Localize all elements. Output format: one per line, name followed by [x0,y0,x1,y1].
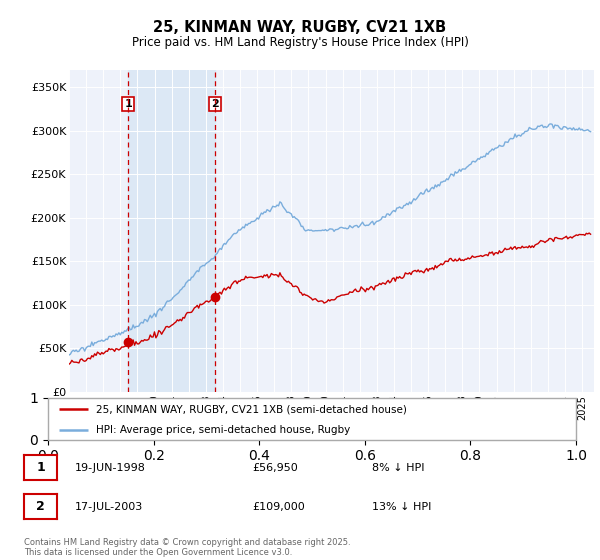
Text: 19-JUN-1998: 19-JUN-1998 [75,463,146,473]
Text: 25, KINMAN WAY, RUGBY, CV21 1XB (semi-detached house): 25, KINMAN WAY, RUGBY, CV21 1XB (semi-de… [95,404,406,414]
Text: 17-JUL-2003: 17-JUL-2003 [75,502,143,512]
Text: 13% ↓ HPI: 13% ↓ HPI [372,502,431,512]
Text: HPI: Average price, semi-detached house, Rugby: HPI: Average price, semi-detached house,… [95,426,350,435]
Text: 25, KINMAN WAY, RUGBY, CV21 1XB: 25, KINMAN WAY, RUGBY, CV21 1XB [154,20,446,35]
Text: 2: 2 [211,99,219,109]
Text: Contains HM Land Registry data © Crown copyright and database right 2025.
This d: Contains HM Land Registry data © Crown c… [24,538,350,557]
Text: 1: 1 [36,461,45,474]
Text: Price paid vs. HM Land Registry's House Price Index (HPI): Price paid vs. HM Land Registry's House … [131,36,469,49]
Text: £56,950: £56,950 [252,463,298,473]
Text: 8% ↓ HPI: 8% ↓ HPI [372,463,425,473]
Text: £109,000: £109,000 [252,502,305,512]
Text: 2: 2 [36,500,45,513]
Text: 1: 1 [124,99,132,109]
Bar [128,70,215,392]
